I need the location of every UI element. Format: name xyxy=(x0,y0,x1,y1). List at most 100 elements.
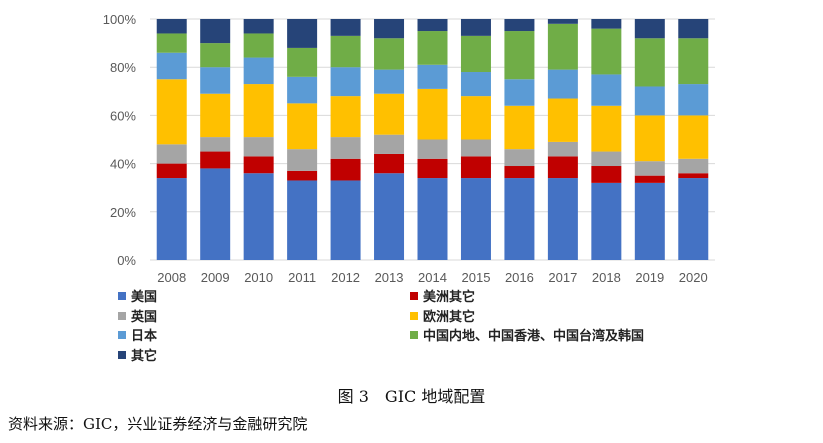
bar-segment xyxy=(243,137,274,157)
bar-segment xyxy=(156,163,187,179)
bar-segment xyxy=(591,166,622,183)
bar-segment xyxy=(374,93,405,135)
bar-segment xyxy=(200,93,231,138)
bar-segment xyxy=(504,166,535,179)
x-tick-label: 2010 xyxy=(244,270,273,285)
x-tick-label: 2012 xyxy=(331,270,360,285)
bar-segment xyxy=(504,105,535,150)
bar-segment xyxy=(547,156,578,179)
bar-segment xyxy=(374,134,405,154)
bar-segment xyxy=(547,178,578,260)
bar-segment xyxy=(374,153,405,174)
bar-segment xyxy=(330,35,361,68)
y-tick-label: 0% xyxy=(117,253,136,268)
legend-swatch xyxy=(118,350,126,359)
bar-segment xyxy=(460,72,491,97)
bar-segment xyxy=(287,149,318,171)
bar-segment xyxy=(156,144,187,164)
bar-segment xyxy=(287,47,318,77)
bar-segment xyxy=(591,19,622,29)
y-tick-label: 20% xyxy=(110,205,136,220)
legend-item: 美洲其它 xyxy=(410,286,475,305)
bar-segment xyxy=(417,64,448,89)
legend-swatch xyxy=(410,291,418,300)
bar-segment xyxy=(200,67,231,94)
x-tick-label: 2015 xyxy=(462,270,491,285)
bar-segment xyxy=(417,19,448,32)
bar-segment xyxy=(200,43,231,68)
x-tick-label: 2019 xyxy=(635,270,664,285)
bar-segment xyxy=(547,69,578,99)
bar-segment xyxy=(591,105,622,152)
bar-segment xyxy=(634,86,665,116)
bar-segment xyxy=(417,31,448,65)
bar-segment xyxy=(678,19,709,39)
bar-segment xyxy=(287,180,318,260)
bar-segment xyxy=(591,28,622,75)
bar-segment xyxy=(547,98,578,142)
legend-swatch xyxy=(118,311,126,320)
bar-segment xyxy=(547,23,578,70)
bar-segment xyxy=(287,19,318,48)
bar-segment xyxy=(200,137,231,152)
bar-segment xyxy=(591,151,622,167)
bar-segment xyxy=(243,173,274,260)
figure-caption: 图 3 GIC 地域配置 xyxy=(337,387,486,406)
legend-label: 其它 xyxy=(131,349,158,364)
legend-label: 美国 xyxy=(131,290,158,305)
bar-segment xyxy=(243,33,274,58)
bar-segment xyxy=(634,182,665,260)
legend-item: 其它 xyxy=(118,345,157,364)
bar-segment xyxy=(460,96,491,140)
bar-segment xyxy=(634,38,665,87)
bar-segment xyxy=(591,182,622,260)
y-tick-label: 100% xyxy=(103,12,137,27)
bar-segment xyxy=(460,178,491,260)
bar-segment xyxy=(678,173,709,179)
y-tick-label: 60% xyxy=(110,108,136,123)
bar-segment xyxy=(156,79,187,145)
bar-segment xyxy=(460,156,491,179)
bar-segment xyxy=(460,139,491,157)
y-tick-label: 40% xyxy=(110,157,136,172)
bar-segment xyxy=(678,178,709,260)
x-tick-label: 2017 xyxy=(548,270,577,285)
x-tick-label: 2020 xyxy=(679,270,708,285)
x-tick-label: 2008 xyxy=(157,270,186,285)
x-tick-label: 2009 xyxy=(201,270,230,285)
bar-segment xyxy=(330,19,361,36)
x-tick-label: 2016 xyxy=(505,270,534,285)
bar-segment xyxy=(243,84,274,138)
bar-segment xyxy=(200,151,231,169)
legend-item: 欧洲其它 xyxy=(410,306,475,325)
bar-segment xyxy=(200,168,231,260)
legend-label: 欧洲其它 xyxy=(423,310,476,325)
source-note: 资料来源：GIC，兴业证券经济与金融研究院 xyxy=(8,415,308,433)
bar-segment xyxy=(200,19,231,44)
legend-item: 美国 xyxy=(118,286,157,305)
bar-segment xyxy=(504,149,535,167)
bar-segment xyxy=(330,158,361,181)
legend-swatch xyxy=(410,330,418,339)
bar-segment xyxy=(504,31,535,80)
bar-segment xyxy=(634,115,665,162)
x-tick-label: 2014 xyxy=(418,270,447,285)
bar-segment xyxy=(243,57,274,85)
bar-segment xyxy=(417,88,448,140)
bar-segment xyxy=(678,38,709,85)
bar-segment xyxy=(156,19,187,34)
bar-segment xyxy=(243,19,274,34)
legend-swatch xyxy=(118,291,126,300)
bar-segment xyxy=(156,178,187,260)
bar-segment xyxy=(417,139,448,159)
legend-label: 美洲其它 xyxy=(423,290,476,305)
bar-segment xyxy=(678,158,709,174)
bar-segment xyxy=(634,19,665,39)
x-tick-label: 2013 xyxy=(375,270,404,285)
legend-item: 英国 xyxy=(118,306,157,325)
bar-segment xyxy=(374,38,405,70)
bar-segment xyxy=(634,161,665,176)
x-tick-label: 2011 xyxy=(288,270,316,285)
legend-label: 中国内地、中国香港、中国台湾及韩国 xyxy=(423,329,645,344)
bar-segment xyxy=(330,67,361,97)
